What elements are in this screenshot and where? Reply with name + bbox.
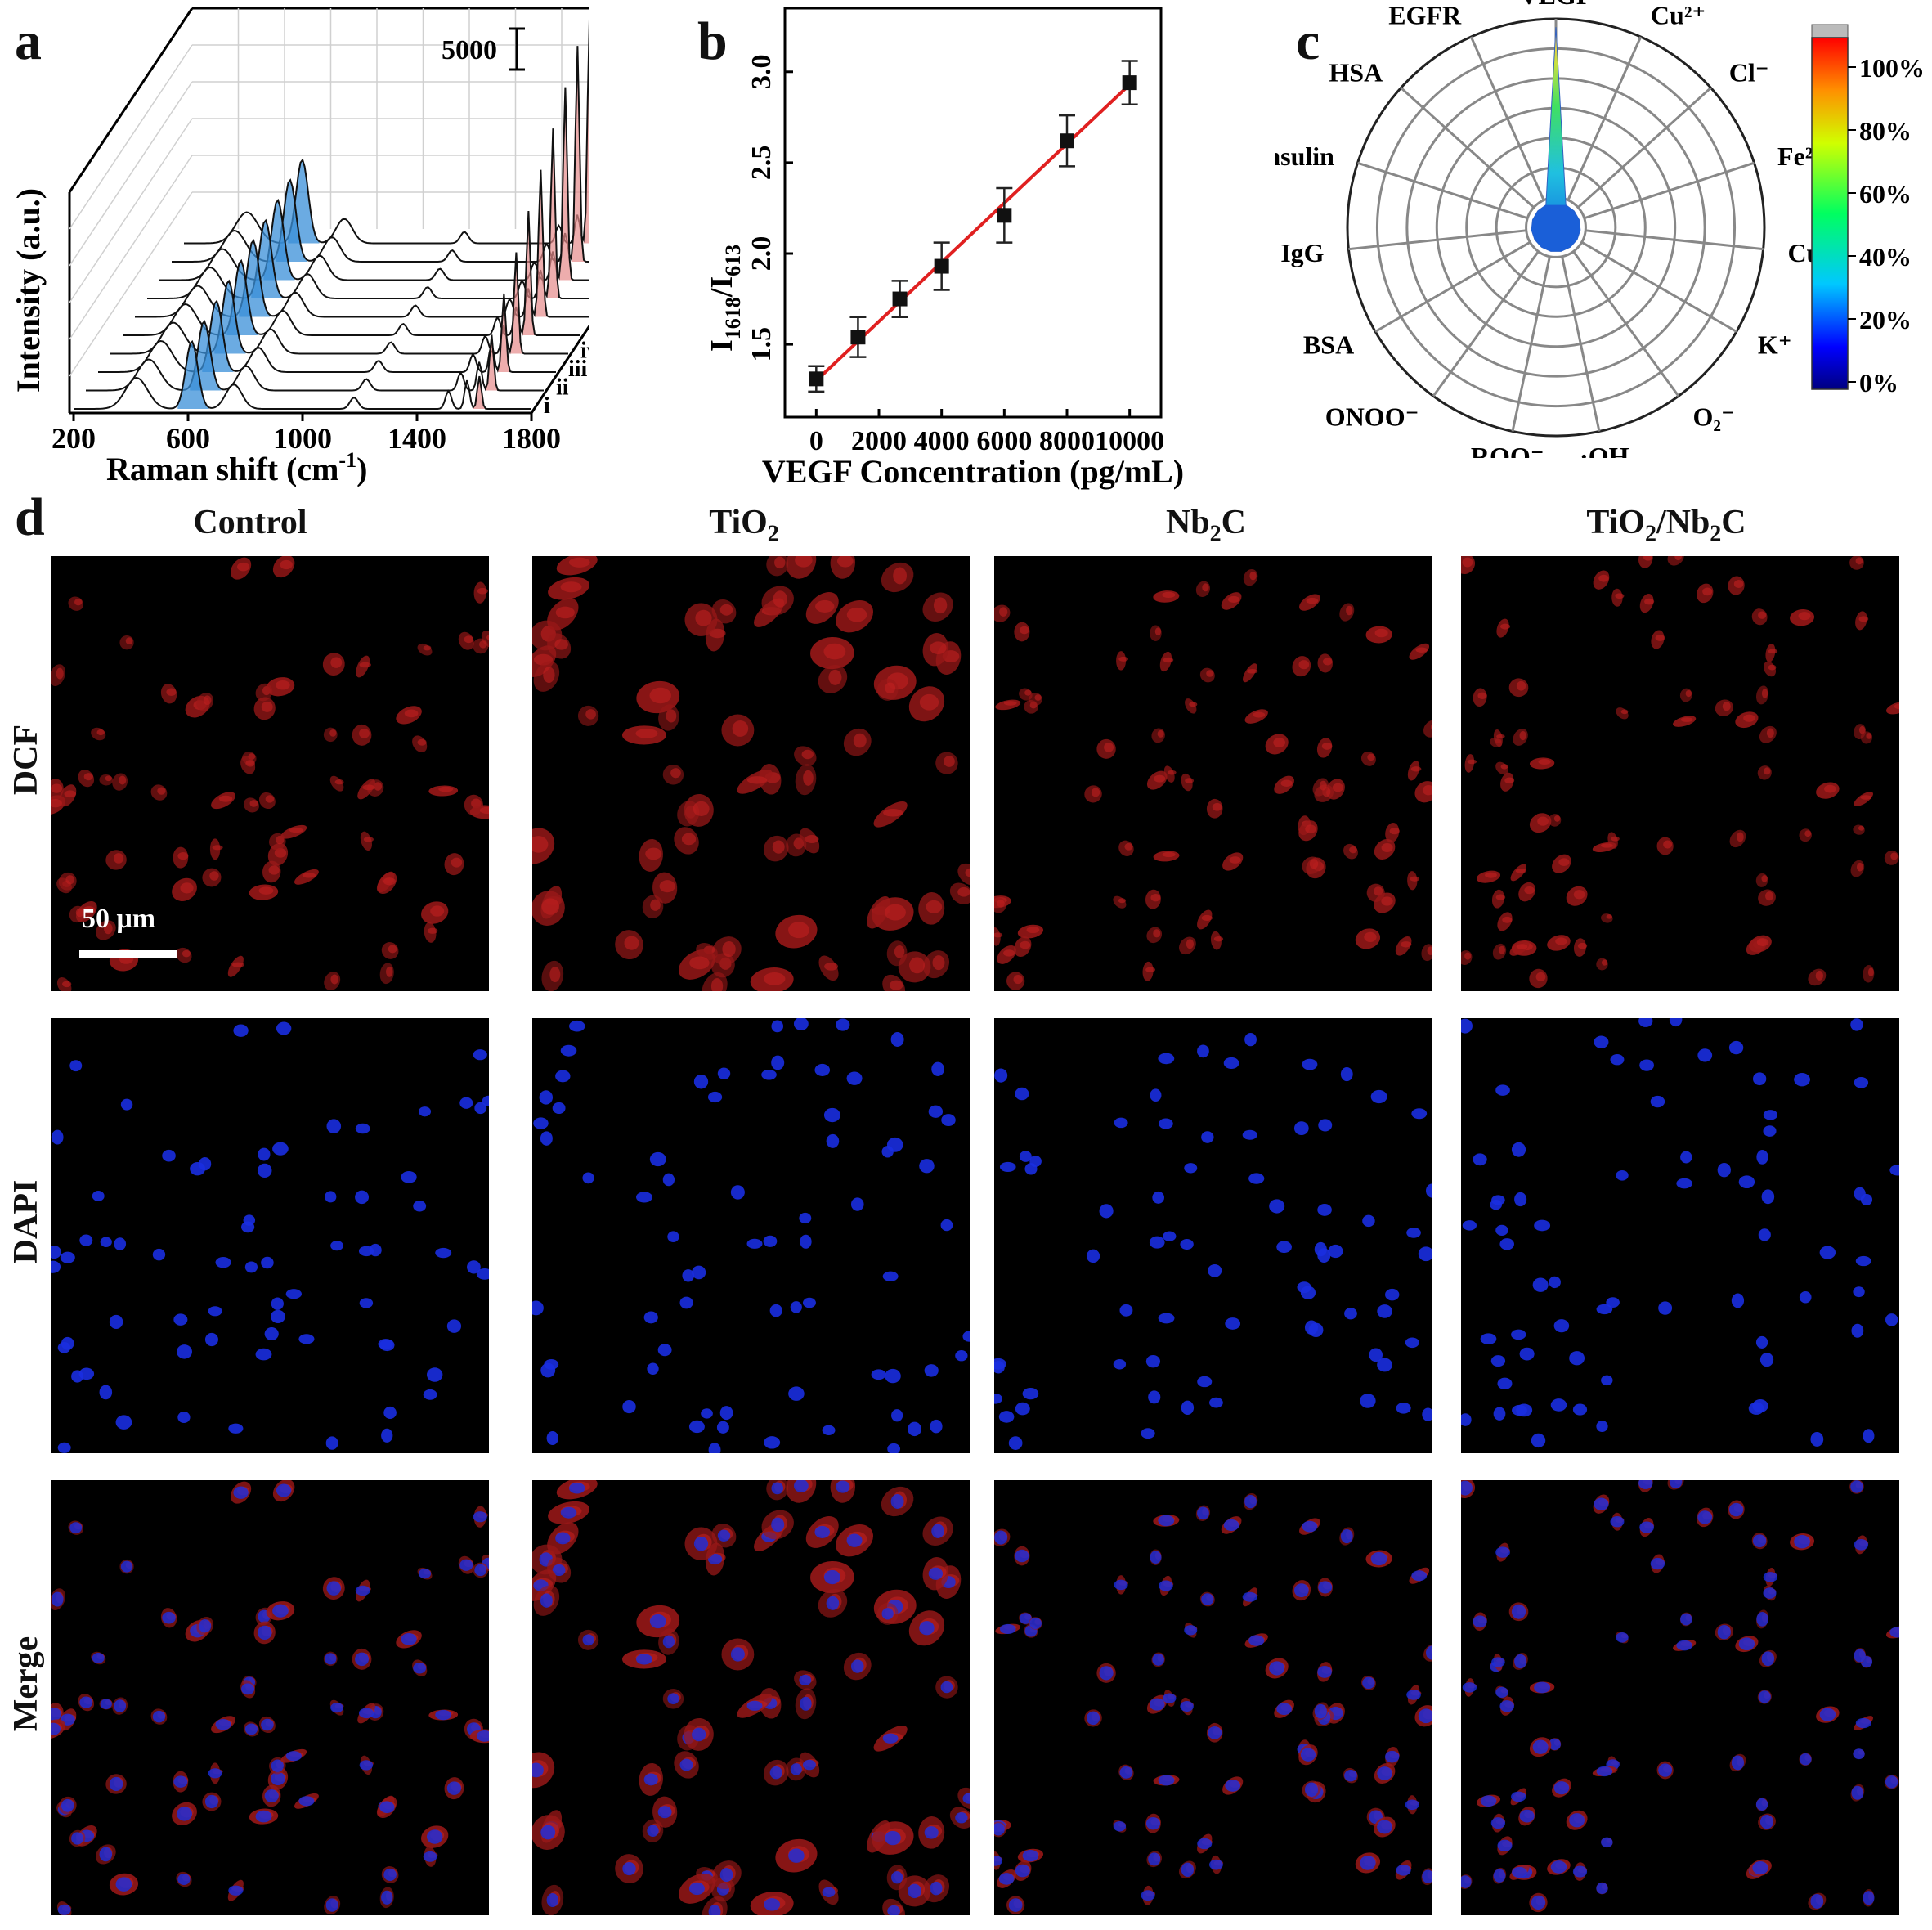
radar-axis-label: IgG <box>1280 238 1324 267</box>
b-x-tick-label: 8000 <box>1039 426 1095 456</box>
panel-b-letter: b <box>697 11 728 71</box>
panel-a-letter: a <box>15 11 42 71</box>
radar-axis-label: Cl⁻ <box>1729 57 1769 87</box>
b-ylabel: I1618/I613 <box>705 245 745 352</box>
radar-axis-label: K⁺ <box>1758 330 1792 360</box>
colorbar-tick-label: 60% <box>1859 179 1912 209</box>
panel-c-radar: VEGFCu²⁺Cl⁻Fe²⁺Cu⁺K⁺O₂⁻·OHROO⁻ONOO⁻BSAIg… <box>1275 0 1925 458</box>
micrograph-merge-control <box>51 1480 489 1915</box>
colorbar-tick-label: 80% <box>1859 116 1912 146</box>
col-title-nb2c: Nb2C <box>1165 504 1247 547</box>
red-peak-fill <box>485 334 500 391</box>
radar-axis-label: ·OH <box>1580 442 1629 458</box>
spectrum-trace <box>98 293 556 373</box>
data-point <box>1122 75 1137 91</box>
radar-axis-label: Cu²⁺ <box>1651 1 1706 30</box>
data-point <box>850 330 866 345</box>
spectrum-trace <box>86 320 544 392</box>
colorbar-tick-label: 0% <box>1859 368 1898 397</box>
red-peak-fill <box>583 55 589 244</box>
a-x-tick-label: 1800 <box>502 422 561 455</box>
spectrum-trace <box>110 252 568 355</box>
micrograph-merge-tio2 <box>532 1480 970 1915</box>
series-label: i <box>544 393 550 419</box>
b-x-tick-label: 10000 <box>1095 426 1164 456</box>
b-y-tick-label: 2.5 <box>746 146 777 181</box>
blue-peak-fill <box>177 341 209 409</box>
scale-bar-label: 50 μm <box>82 904 156 934</box>
colorbar <box>1811 37 1849 390</box>
b-y-tick-label: 3.0 <box>746 55 777 90</box>
col-title-control: Control <box>193 504 307 541</box>
colorbar-tick-label: 20% <box>1859 305 1912 334</box>
b-y-tick-label: 1.5 <box>746 327 777 362</box>
a-xlabel: Raman shift (cm-1) <box>106 448 367 487</box>
fit-line <box>814 83 1132 383</box>
red-peak-fill <box>571 46 586 262</box>
col-title-tio2: TiO2 <box>709 504 779 547</box>
red-peak-fill <box>497 294 513 372</box>
row-label-dapi: DAPI <box>7 1179 45 1264</box>
a-x-tick-label: 1000 <box>273 422 332 455</box>
row-label-dcf: DCF <box>7 724 45 796</box>
radar-axis-label: Insulin <box>1275 141 1334 171</box>
series-label: ii <box>556 375 569 401</box>
b-x-tick-label: 6000 <box>976 426 1032 456</box>
micrograph-dapi-tio2-nb2c <box>1461 1018 1899 1453</box>
series-label: iv <box>580 339 589 364</box>
b-xlabel: VEGF Concentration (pg/mL) <box>762 453 1184 490</box>
scale-label: 5000 <box>442 35 497 65</box>
radar-axis-label: VEGF <box>1520 0 1593 10</box>
series-label: iii <box>568 357 588 382</box>
row-label-merge: Merge <box>7 1636 45 1732</box>
red-peak-fill <box>558 87 574 281</box>
micrograph-dcf-nb2c <box>994 556 1432 991</box>
micrograph-merge-nb2c <box>994 1480 1432 1915</box>
a-x-tick-label: 1400 <box>388 422 446 455</box>
colorbar-tick-label: 100% <box>1859 53 1925 83</box>
data-point <box>1060 133 1074 149</box>
radar-core <box>1531 204 1580 252</box>
micrograph-dapi-control <box>51 1018 489 1453</box>
red-peak-fill <box>546 128 562 298</box>
a-x-tick-label: 600 <box>166 422 210 455</box>
micrograph-merge-tio2-nb2c <box>1461 1480 1899 1915</box>
b-x-tick-label: 4000 <box>914 426 970 456</box>
red-peak-fill <box>534 169 549 317</box>
red-peak-fill <box>473 376 488 409</box>
spectrum-trace <box>74 339 531 410</box>
red-peak-fill <box>509 252 525 354</box>
radar-axis-label: O₂⁻ <box>1693 402 1735 432</box>
data-point <box>809 371 824 387</box>
radar-axis-label: EGFR <box>1388 1 1462 30</box>
scale-bar <box>79 950 177 958</box>
col-title-tio2-nb2c: TiO2/Nb2C <box>1586 504 1746 547</box>
colorbar-tick-label: 40% <box>1859 242 1912 272</box>
panel-c-letter: c <box>1296 11 1320 71</box>
micrograph-dcf-tio2-nb2c <box>1461 556 1899 991</box>
a-ylabel: Intensity (a.u.) <box>10 188 47 393</box>
b-y-tick-label: 2.0 <box>746 236 777 272</box>
radar-axis-label: ONOO⁻ <box>1325 402 1419 432</box>
radar-axis-label: ROO⁻ <box>1471 442 1544 458</box>
micrograph-dcf-tio2 <box>532 556 970 991</box>
a-x-tick-label: 200 <box>52 422 96 455</box>
micrograph-dcf-control <box>51 556 489 991</box>
b-x-tick-label: 2000 <box>851 426 907 456</box>
radar-axis-label: BSA <box>1303 330 1354 360</box>
radar-axis-label: HSA <box>1329 57 1383 87</box>
red-peak-fill <box>522 211 537 335</box>
data-point <box>997 208 1012 223</box>
panel-d-letter: d <box>15 487 45 547</box>
micrograph-dapi-tio2 <box>532 1018 970 1453</box>
data-point <box>892 291 908 307</box>
b-x-tick-label: 0 <box>809 426 823 456</box>
panel-b-chart: 0 2000 4000 6000 8000 10000 1.5 2.0 2.5 3.0 I1618… <box>705 7 1184 490</box>
micrograph-dapi-nb2c <box>994 1018 1432 1453</box>
data-point <box>934 258 949 274</box>
